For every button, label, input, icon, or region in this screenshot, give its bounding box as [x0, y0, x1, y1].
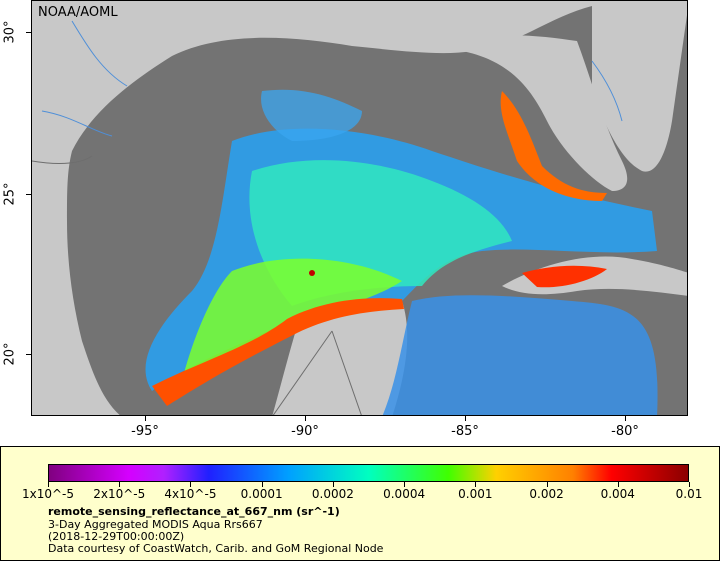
y-tick-mark	[26, 194, 31, 195]
colorbar-tick-mark	[48, 482, 49, 487]
colorbar-tick-label: 0.004	[600, 487, 635, 501]
colorbar-tick-label: 1x10^-5	[21, 487, 75, 501]
colorbar	[48, 464, 689, 482]
data-swath-south	[382, 295, 658, 415]
y-tick-label: 30°	[2, 20, 18, 44]
x-tick-label: -90°	[291, 424, 319, 439]
data-hotspot	[309, 270, 315, 276]
colorbar-tick-label: 0.0002	[311, 487, 354, 501]
product-name: 3-Day Aggregated MODIS Aqua Rrs667	[48, 518, 263, 531]
colorbar-tick-label: 0.0004	[383, 487, 426, 501]
data-courtesy: Data courtesy of CoastWatch, Carib. and …	[48, 542, 384, 555]
y-tick-mark	[26, 32, 31, 33]
colorbar-tick-mark	[689, 482, 690, 487]
legend-panel: remote_sensing_reflectance_at_667_nm (sr…	[0, 446, 720, 561]
x-tick-mark	[305, 416, 306, 421]
colorbar-tick-label: 0.01	[675, 487, 703, 501]
colorbar-tick-mark	[190, 482, 192, 487]
map-credit: NOAA/AOML	[38, 5, 118, 20]
x-tick-mark	[625, 416, 626, 421]
y-tick-label: 20°	[2, 342, 18, 366]
colorbar-tick-label: 0.0001	[240, 487, 283, 501]
y-tick-label: 25°	[2, 182, 18, 206]
map-canvas	[32, 1, 687, 415]
colorbar-tick-mark	[332, 482, 334, 487]
x-tick-label: -85°	[451, 424, 479, 439]
colorbar-tick-label: 0.001	[458, 487, 493, 501]
colorbar-tick-mark	[617, 482, 619, 487]
x-tick-label: -95°	[131, 424, 159, 439]
colorbar-tick-mark	[546, 482, 548, 487]
x-tick-mark	[145, 416, 146, 421]
data-swath-north	[261, 89, 362, 141]
x-tick-label: -80°	[611, 424, 639, 439]
colorbar-tick-mark	[475, 482, 477, 487]
y-tick-mark	[26, 354, 31, 355]
rivers	[41, 20, 623, 137]
timestamp: (2018-12-29T00:00:00Z)	[48, 530, 185, 543]
colorbar-tick-label: 0.002	[529, 487, 564, 501]
colorbar-tick-mark	[119, 482, 121, 487]
cuba-coastal-band	[522, 265, 607, 288]
colorbar-tick-label: 2x10^-5	[93, 487, 146, 501]
colorbar-tick-mark	[261, 482, 263, 487]
florida-peninsula	[462, 35, 628, 191]
x-tick-mark	[465, 416, 466, 421]
campeche-coastal-band	[152, 298, 404, 406]
political-borders	[32, 155, 362, 415]
variable-name: remote_sensing_reflectance_at_667_nm (sr…	[48, 505, 340, 518]
florida-coastal-band	[500, 91, 607, 201]
colorbar-tick-label: 4x10^-5	[164, 487, 217, 501]
map-panel[interactable]: NOAA/AOML	[31, 0, 688, 416]
colorbar-tick-mark	[404, 482, 406, 487]
